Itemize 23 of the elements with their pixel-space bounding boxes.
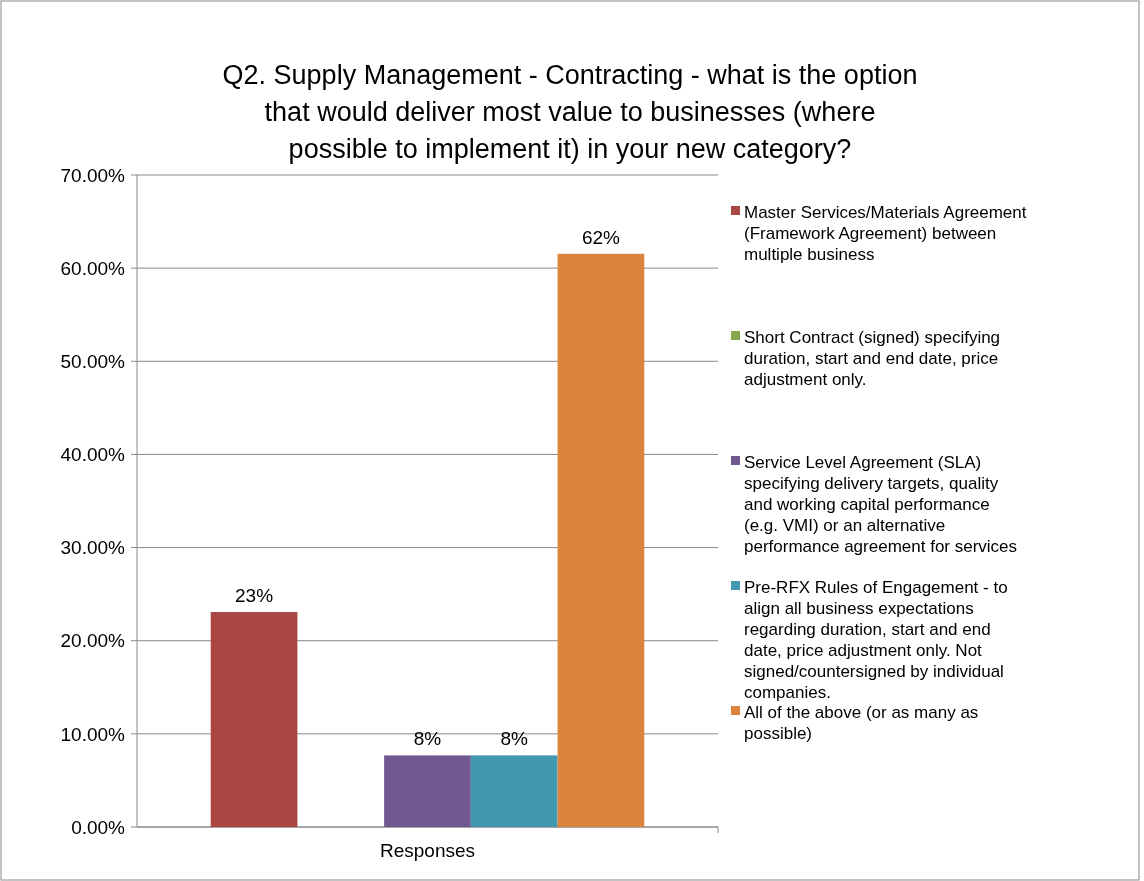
data-label: 8% bbox=[500, 728, 529, 750]
bar bbox=[210, 612, 298, 827]
y-tick-label: 10.00% bbox=[60, 723, 126, 745]
bar bbox=[470, 755, 558, 827]
legend-label: All of the above (or as many as possible) bbox=[744, 702, 979, 743]
y-tick-label: 40.00% bbox=[60, 444, 126, 466]
y-tick-label: 20.00% bbox=[60, 630, 126, 652]
legend-label: Short Contract (signed) specifying duration, start and end date, price adjustment only. bbox=[744, 327, 1001, 389]
chart-title: Q2. Supply Management - Contracting - what is the option that would deliver most value to businesses (where possible to implement it) in your new category? bbox=[222, 60, 918, 164]
data-label: 23% bbox=[235, 585, 274, 607]
bar bbox=[557, 253, 645, 827]
y-tick-label: 0.00% bbox=[71, 816, 126, 838]
y-tick-label: 70.00% bbox=[60, 164, 126, 186]
x-tick-label: Responses bbox=[379, 840, 476, 861]
data-label: 62% bbox=[581, 226, 621, 248]
bar bbox=[384, 755, 471, 827]
data-label: 8% bbox=[413, 728, 442, 750]
legend-label: Service Level Agreement (SLA) specifying delivery targets, quality and working capital performance (e.g. VMI) or an alternative performance agreement for services bbox=[744, 452, 1018, 556]
y-tick-label: 30.00% bbox=[60, 537, 126, 559]
legend-label: Pre-RFX Rules of Engagement - to align all business expectations regarding duration, start and end date, price adjustment only. Not signed/countersigned by individual companies. bbox=[744, 577, 1008, 702]
y-tick-label: 60.00% bbox=[60, 257, 126, 279]
legend-label: Master Services/Materials Agreement (Framework Agreement) between multiple business bbox=[744, 202, 1027, 264]
y-tick-label: 50.00% bbox=[60, 350, 126, 372]
